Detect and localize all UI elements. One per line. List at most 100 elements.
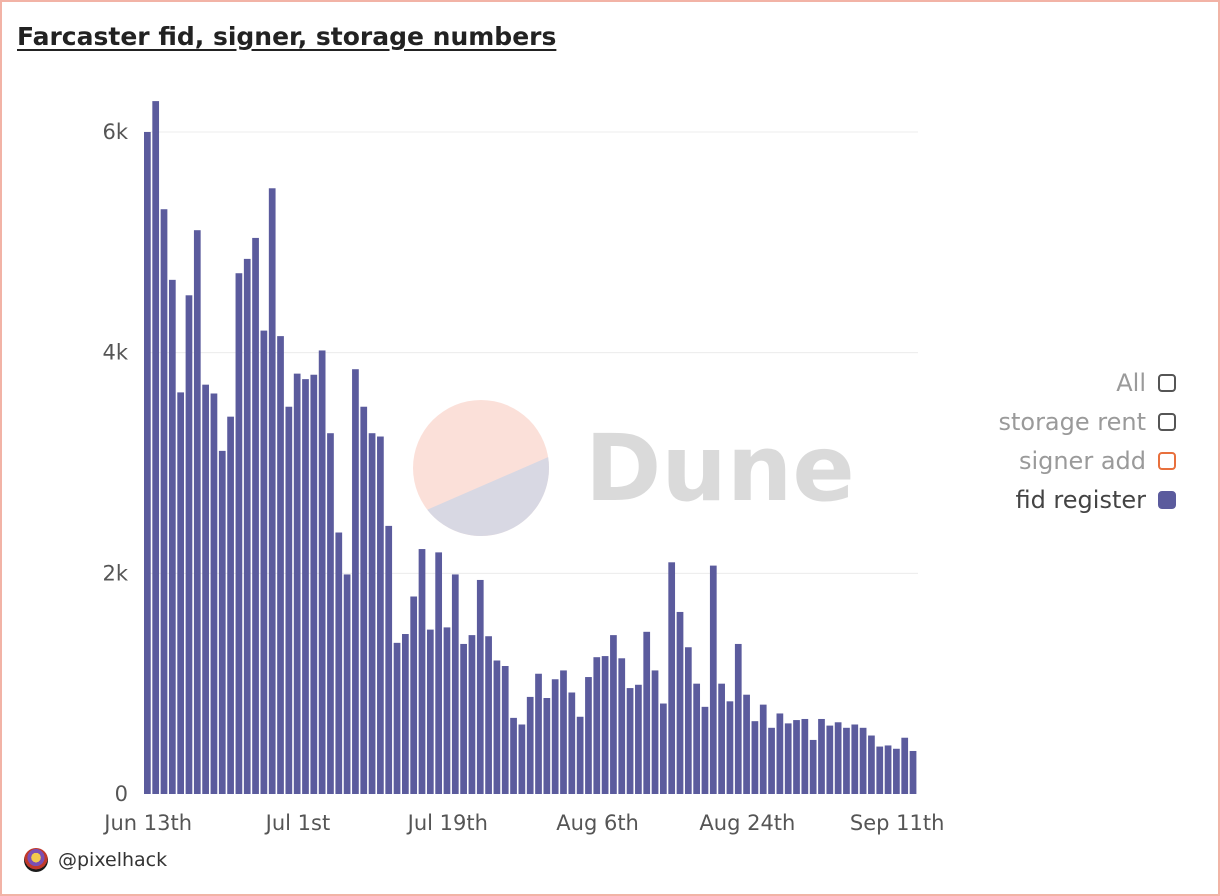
watermark-logo-bottom <box>427 457 550 537</box>
bar <box>626 688 634 794</box>
bar <box>560 670 567 794</box>
bar <box>218 450 226 794</box>
y-tick-label: 4k <box>102 341 128 365</box>
bar <box>768 727 775 794</box>
bar <box>393 642 401 794</box>
bar <box>651 670 659 794</box>
bar <box>776 713 784 794</box>
bar <box>876 746 884 794</box>
bar <box>826 725 834 794</box>
bar <box>701 706 709 794</box>
chart-title[interactable]: Farcaster fid, signer, storage numbers <box>17 22 557 51</box>
bar <box>535 673 542 794</box>
legend-checkbox-fid-register[interactable] <box>1158 490 1176 509</box>
legend-checkbox-all[interactable] <box>1158 373 1176 392</box>
bar <box>268 188 276 794</box>
bar <box>784 723 792 794</box>
bar <box>551 679 559 794</box>
bar <box>859 727 867 794</box>
bar <box>901 737 909 794</box>
legend-item-signer-add[interactable]: signer add <box>1019 446 1176 475</box>
bar <box>335 532 343 794</box>
bar <box>743 694 750 794</box>
bar <box>759 704 767 794</box>
bar <box>385 525 393 794</box>
x-tick-label: Aug 6th <box>556 811 639 835</box>
bar <box>177 392 185 794</box>
bar <box>210 393 218 794</box>
dune-watermark: Dune <box>413 400 855 537</box>
bar <box>576 716 584 794</box>
bar <box>893 748 900 794</box>
legend-item-all[interactable]: All <box>1116 368 1176 397</box>
legend-checkbox-signer-add[interactable] <box>1158 451 1176 470</box>
bar <box>734 643 742 794</box>
legend-item-storage-rent[interactable]: storage rent <box>998 407 1176 436</box>
bar <box>726 701 734 794</box>
author-avatar <box>24 848 48 872</box>
legend-checkbox-storage-rent[interactable] <box>1158 412 1176 431</box>
bar <box>751 721 759 794</box>
bar <box>476 579 484 794</box>
bar <box>493 660 501 794</box>
bar <box>310 374 318 794</box>
bar <box>635 684 642 794</box>
bar <box>585 677 592 794</box>
bar <box>293 373 301 794</box>
bar <box>868 735 875 794</box>
y-tick-label: 2k <box>102 561 128 585</box>
bar <box>160 209 168 794</box>
bar <box>601 656 609 794</box>
legend-label-fid-register: fid register <box>1015 485 1146 514</box>
bar <box>510 717 517 794</box>
bar <box>543 698 551 794</box>
bar <box>152 101 160 794</box>
bar <box>343 574 351 794</box>
x-tick-label: Jul 1st <box>264 811 331 835</box>
bar <box>451 574 459 794</box>
bar <box>402 634 409 794</box>
bar <box>660 703 667 794</box>
legend-item-fid-register[interactable]: fid register <box>1015 485 1176 514</box>
bar <box>410 596 418 794</box>
bar <box>435 552 443 794</box>
bar <box>202 384 209 794</box>
bar <box>377 436 384 794</box>
bar <box>618 658 626 794</box>
bar <box>568 692 576 794</box>
bar <box>360 406 368 794</box>
bar <box>518 724 526 794</box>
bar <box>485 636 492 794</box>
bar <box>709 565 717 794</box>
bar <box>318 350 326 794</box>
bar <box>227 416 234 794</box>
bar <box>851 724 859 794</box>
bar <box>793 720 800 794</box>
author-handle: @pixelhack <box>58 849 168 871</box>
bar <box>676 611 684 794</box>
bar <box>302 379 309 794</box>
bar <box>260 330 268 794</box>
legend-label-storage-rent: storage rent <box>998 407 1146 436</box>
legend-label-signer-add: signer add <box>1018 446 1146 475</box>
bar <box>684 647 692 794</box>
bar <box>252 237 259 795</box>
x-tick-label: Jul 19th <box>406 811 488 835</box>
bar <box>668 562 676 794</box>
legend-label-all: All <box>1116 368 1146 397</box>
x-tick-label: Aug 24th <box>699 811 795 835</box>
bar <box>884 745 892 794</box>
bar <box>327 433 334 794</box>
bar <box>809 739 817 794</box>
bar <box>426 629 434 794</box>
bar <box>285 406 293 794</box>
bar <box>909 750 917 794</box>
bar <box>418 549 426 794</box>
bar <box>277 336 284 794</box>
bar <box>144 132 151 794</box>
author-credit[interactable]: @pixelhack <box>24 848 167 872</box>
x-tick-label: Sep 11th <box>850 811 945 835</box>
x-tick-label: Jun 13th <box>102 811 192 835</box>
